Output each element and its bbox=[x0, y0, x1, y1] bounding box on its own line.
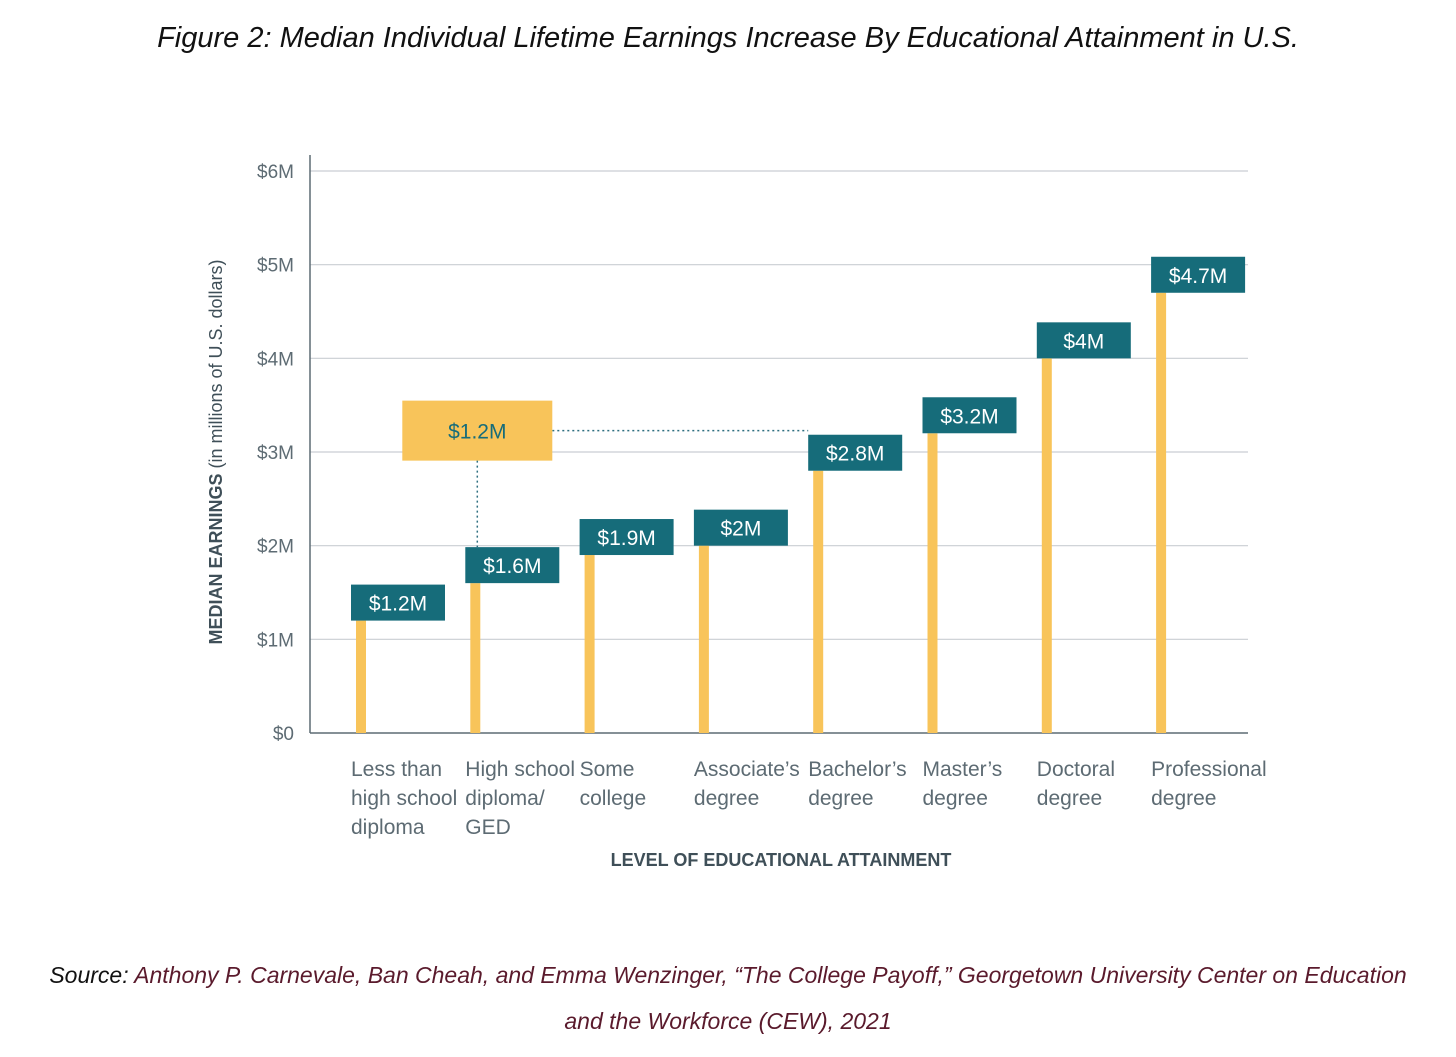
x-tick-label-line: High school bbox=[465, 758, 575, 781]
x-tick-label-line: Professional bbox=[1151, 758, 1267, 781]
difference-box bbox=[402, 400, 553, 461]
difference-annotation: $1.2M bbox=[402, 400, 809, 548]
x-axis-title: LEVEL OF EDUCATIONAL ATTAINMENT bbox=[611, 850, 952, 870]
y-axis-title: MEDIAN EARNINGS (in millions of U.S. dol… bbox=[206, 259, 226, 644]
x-tick-label-line: degree bbox=[808, 787, 873, 810]
data-label-text: $2M bbox=[720, 518, 761, 541]
figure-title: Figure 2: Median Individual Lifetime Ear… bbox=[157, 22, 1299, 54]
x-tick-label-line: degree bbox=[923, 787, 988, 810]
x-tick-label-line: Bachelor’s bbox=[808, 758, 906, 781]
data-label-box bbox=[1151, 256, 1246, 293]
x-tick-label-line: degree bbox=[1037, 787, 1102, 810]
bar bbox=[356, 620, 366, 733]
data-label-box bbox=[808, 434, 903, 471]
y-axis-title-bold: MEDIAN EARNINGS bbox=[206, 474, 226, 645]
x-tick-label: Master’s degree bbox=[923, 758, 1003, 810]
x-tick-label-line: Less than bbox=[351, 758, 442, 781]
x-tick-label-line: Associate’s bbox=[694, 758, 800, 781]
x-tick-label: Professional degree bbox=[1151, 758, 1267, 810]
data-label: $4M bbox=[1036, 322, 1131, 359]
data-label: $1.6M bbox=[465, 547, 560, 584]
bar bbox=[1041, 358, 1052, 733]
data-label-text: $1.6M bbox=[483, 555, 541, 578]
source-lead: Source: bbox=[49, 962, 135, 988]
x-tick-label-line: Master’s bbox=[923, 758, 1003, 781]
data-label-text: $4.7M bbox=[1169, 265, 1227, 288]
bar bbox=[927, 433, 938, 733]
x-tick-label: Less than high school diploma bbox=[351, 758, 457, 839]
data-label-text: $2.8M bbox=[826, 443, 884, 466]
data-label: $1.2M bbox=[351, 584, 445, 621]
data-label: $1.9M bbox=[579, 519, 674, 556]
bar bbox=[813, 470, 824, 733]
source-note: Source: Anthony P. Carnevale, Ban Cheah,… bbox=[40, 952, 1416, 1044]
data-label-text: $1.2M bbox=[369, 593, 427, 616]
bar bbox=[698, 545, 709, 733]
difference-label: $1.2M bbox=[448, 421, 506, 444]
bar bbox=[1156, 292, 1167, 733]
x-tick-label: High school diploma/GED bbox=[465, 758, 575, 839]
bar bbox=[470, 583, 481, 733]
data-label-box bbox=[465, 547, 560, 584]
x-tick-label-line: Doctoral bbox=[1037, 758, 1115, 781]
x-tick-label-line: degree bbox=[1151, 787, 1216, 810]
x-tick-label-line: Some bbox=[580, 758, 635, 781]
x-tick-label-line: high school bbox=[351, 787, 457, 810]
x-tick-label-line: diploma/ bbox=[465, 787, 545, 810]
data-labels: $1.2M $1.6M $1.9M $2M $2.8M $3.2M $4M $4.7M bbox=[351, 256, 1246, 621]
data-label-box bbox=[579, 519, 674, 556]
x-tick-label-line: diploma bbox=[351, 816, 425, 839]
data-label-box bbox=[693, 509, 788, 546]
y-tick-label: $6M bbox=[257, 162, 294, 183]
y-axis-title-light: (in millions of U.S. dollars) bbox=[206, 259, 226, 473]
y-tick-label: $1M bbox=[257, 630, 294, 651]
y-tick-label: $3M bbox=[257, 443, 294, 464]
x-tick-label-line: GED bbox=[465, 816, 511, 839]
data-label-text: $1.9M bbox=[597, 527, 655, 550]
earnings-bar-chart: $0$1M$2M$3M$4M$5M$6M $1.2M $1.2M$1.6M$1.… bbox=[206, 155, 1267, 870]
y-tick-label: $0 bbox=[273, 724, 294, 745]
y-tick-label: $4M bbox=[257, 349, 294, 370]
bars bbox=[356, 292, 1167, 733]
x-tick-label: Associate’s degree bbox=[694, 758, 800, 810]
data-label: $4.7M bbox=[1151, 256, 1246, 293]
x-tick-labels: Less than high school diploma High school di… bbox=[351, 758, 1267, 839]
y-axis: $0 $1M $2M $3M $4M $5M $6M bbox=[257, 155, 1248, 745]
data-label-box bbox=[1036, 322, 1131, 359]
y-tick-label: $2M bbox=[257, 537, 294, 558]
data-label-text: $3.2M bbox=[940, 405, 998, 428]
y-tick-label: $5M bbox=[257, 256, 294, 277]
x-tick-label-line: college bbox=[580, 787, 647, 810]
data-label: $2.8M bbox=[808, 434, 903, 471]
source-citation: Anthony P. Carnevale, Ban Cheah, and Emm… bbox=[134, 962, 1407, 1034]
x-tick-label: Doctoral degree bbox=[1037, 758, 1115, 810]
x-tick-label: Some college bbox=[580, 758, 647, 810]
data-label: $2M bbox=[693, 509, 788, 546]
data-label-box bbox=[922, 397, 1017, 434]
x-tick-label: Bachelor’s degree bbox=[808, 758, 906, 810]
data-label-text: $4M bbox=[1063, 330, 1104, 353]
data-label-box bbox=[351, 584, 445, 621]
x-tick-label-line: degree bbox=[694, 787, 759, 810]
data-label: $3.2M bbox=[922, 397, 1017, 434]
bar bbox=[584, 555, 595, 733]
